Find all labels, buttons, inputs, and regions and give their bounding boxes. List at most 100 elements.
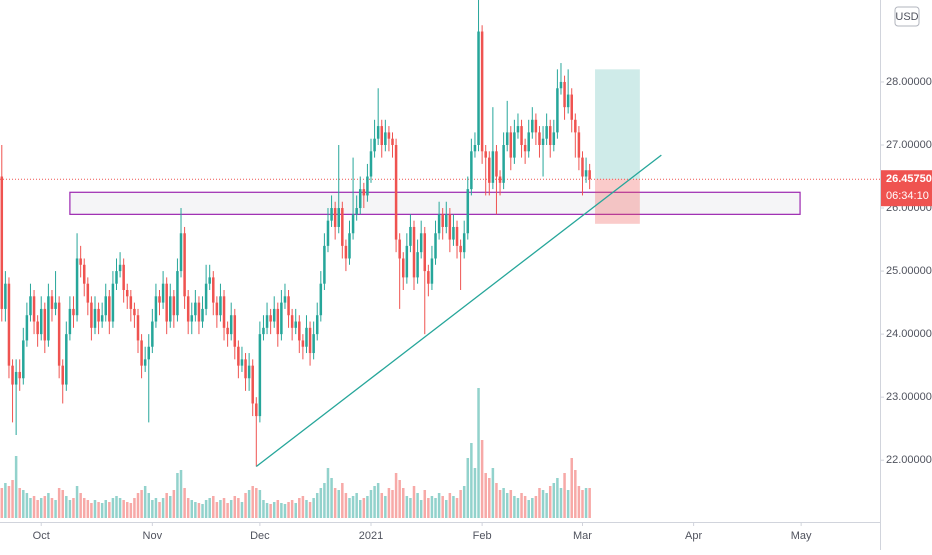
candle-body — [430, 258, 434, 284]
candle-body — [4, 283, 7, 309]
candle-body — [255, 403, 258, 417]
candle-body — [330, 208, 333, 221]
candle-body — [229, 315, 233, 335]
volume-bar — [552, 483, 556, 518]
candle-body — [416, 252, 419, 278]
candle-body — [22, 340, 25, 379]
candle-body — [104, 296, 107, 316]
candle-body — [452, 226, 455, 240]
volume-bar — [97, 502, 100, 518]
candle-body — [169, 296, 172, 322]
candle-body — [7, 283, 11, 366]
candle-body — [473, 145, 477, 152]
volume-bar — [50, 498, 54, 518]
volume-bar — [18, 488, 21, 518]
candle-body — [140, 340, 143, 366]
volume-bar — [158, 502, 161, 518]
volume-bar — [427, 498, 430, 518]
volume-bar — [72, 498, 75, 518]
volume-bar — [459, 490, 462, 518]
candle-body — [86, 283, 90, 303]
volume-bar — [358, 500, 362, 518]
candle-body — [523, 145, 527, 152]
candle-body — [151, 321, 154, 347]
candle-body — [283, 296, 287, 303]
candle-body — [61, 365, 64, 385]
volume-bar — [466, 458, 470, 518]
candle-body — [50, 296, 54, 309]
volume-bar — [57, 488, 61, 518]
candle-body — [319, 283, 323, 316]
candle-body — [287, 296, 290, 316]
y-tick-label: 23.00000 — [886, 391, 932, 403]
candle-body — [179, 233, 183, 272]
candle-body — [72, 308, 75, 316]
volume-bar — [301, 496, 305, 518]
candle-body — [498, 176, 502, 183]
volume-bar — [445, 500, 448, 518]
candle-body — [355, 208, 358, 215]
candle-body — [165, 283, 168, 322]
candle-body — [434, 233, 437, 259]
candle-body — [18, 371, 21, 379]
volume-bar — [108, 502, 111, 518]
candle-body — [251, 365, 254, 404]
candle-body — [455, 226, 459, 246]
candle-body — [326, 220, 330, 246]
volume-bar — [79, 493, 82, 518]
volume-bar — [147, 493, 151, 518]
volume-bar — [298, 498, 301, 518]
candle-body — [161, 283, 165, 303]
candle-body — [298, 321, 301, 341]
candle-body — [183, 233, 186, 297]
volume-bar — [226, 503, 229, 518]
volume-bar — [394, 473, 398, 518]
volume-bar — [4, 483, 7, 518]
volume-bar — [480, 440, 484, 518]
volume-bar — [563, 473, 566, 518]
volume-bar — [384, 496, 387, 518]
volume-bar — [7, 486, 11, 518]
candle-body — [581, 157, 584, 177]
candle-body — [470, 151, 473, 190]
candle-body — [237, 346, 240, 366]
volume-bar — [219, 500, 222, 518]
volume-bar — [556, 478, 559, 518]
candle-body — [333, 208, 337, 227]
volume-bar — [520, 493, 523, 518]
volume-bar — [491, 468, 495, 518]
candle-body — [215, 302, 219, 316]
volume-bar — [416, 493, 419, 518]
volume-bar — [111, 498, 115, 518]
currency-box[interactable] — [894, 6, 920, 27]
candle-body — [419, 233, 423, 253]
volume-bar — [344, 493, 348, 518]
volume-bar — [452, 496, 455, 518]
volume-bar — [54, 500, 57, 518]
zone-rect — [69, 191, 801, 215]
candle-body — [308, 327, 312, 354]
candle-body — [0, 176, 4, 309]
volume-bar — [315, 493, 319, 518]
volume-bar — [115, 496, 118, 518]
volume-bar — [22, 490, 25, 518]
volume-bar — [473, 468, 477, 518]
candle-body — [391, 138, 394, 145]
candle-body — [244, 359, 247, 379]
volume-bar — [215, 502, 219, 518]
last-price-tag — [881, 170, 932, 207]
volume-bar — [208, 498, 211, 518]
candle-body — [559, 81, 563, 89]
plot — [0, 0, 880, 518]
candle-body — [351, 214, 355, 234]
candle-body — [36, 321, 39, 335]
candle-body — [269, 315, 272, 322]
candle-body — [545, 126, 548, 139]
candle-body — [43, 308, 47, 341]
candle-body — [111, 283, 115, 322]
volume-bar — [380, 493, 384, 518]
candle-body — [477, 31, 480, 145]
candle-body — [201, 308, 204, 322]
volume-bar — [441, 496, 444, 518]
x-tick-label: Dec — [250, 530, 270, 542]
